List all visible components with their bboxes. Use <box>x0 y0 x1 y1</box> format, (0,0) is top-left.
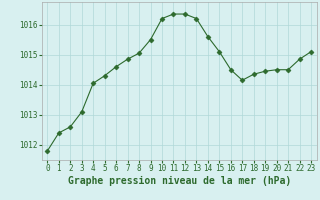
X-axis label: Graphe pression niveau de la mer (hPa): Graphe pression niveau de la mer (hPa) <box>68 176 291 186</box>
